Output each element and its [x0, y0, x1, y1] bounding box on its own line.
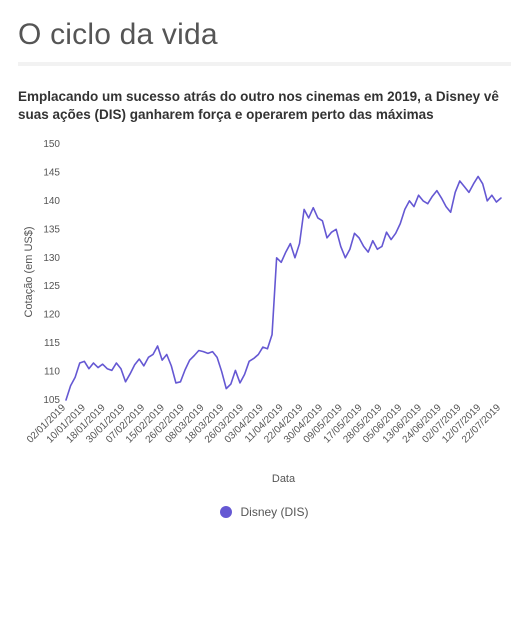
svg-text:110: 110	[44, 367, 60, 378]
page-subtitle: Emplacando um sucesso atrás do outro nos…	[18, 88, 511, 124]
page-title: O ciclo da vida	[18, 18, 511, 52]
x-axis: 02/01/201910/01/201918/01/201930/01/2019…	[25, 402, 503, 445]
stock-line-chart: 105110115120125130135140145150Cotação (e…	[18, 132, 511, 497]
chart-legend: Disney (DIS)	[18, 505, 511, 519]
svg-text:140: 140	[43, 196, 60, 207]
legend-swatch-disney	[220, 506, 232, 518]
svg-text:115: 115	[44, 339, 60, 350]
svg-text:145: 145	[43, 168, 60, 179]
svg-text:135: 135	[43, 225, 60, 236]
legend-label-disney: Disney (DIS)	[240, 505, 308, 519]
svg-text:125: 125	[43, 282, 60, 293]
svg-text:130: 130	[43, 253, 60, 264]
y-axis-title: Cotação (em US$)	[23, 227, 35, 318]
title-rule	[18, 62, 511, 66]
x-axis-title: Data	[272, 473, 296, 485]
y-axis: 105110115120125130135140145150	[43, 139, 60, 406]
svg-text:120: 120	[43, 310, 60, 321]
series-line-disney	[66, 177, 501, 401]
chart-svg: 105110115120125130135140145150Cotação (e…	[18, 132, 511, 492]
svg-text:150: 150	[43, 139, 60, 150]
